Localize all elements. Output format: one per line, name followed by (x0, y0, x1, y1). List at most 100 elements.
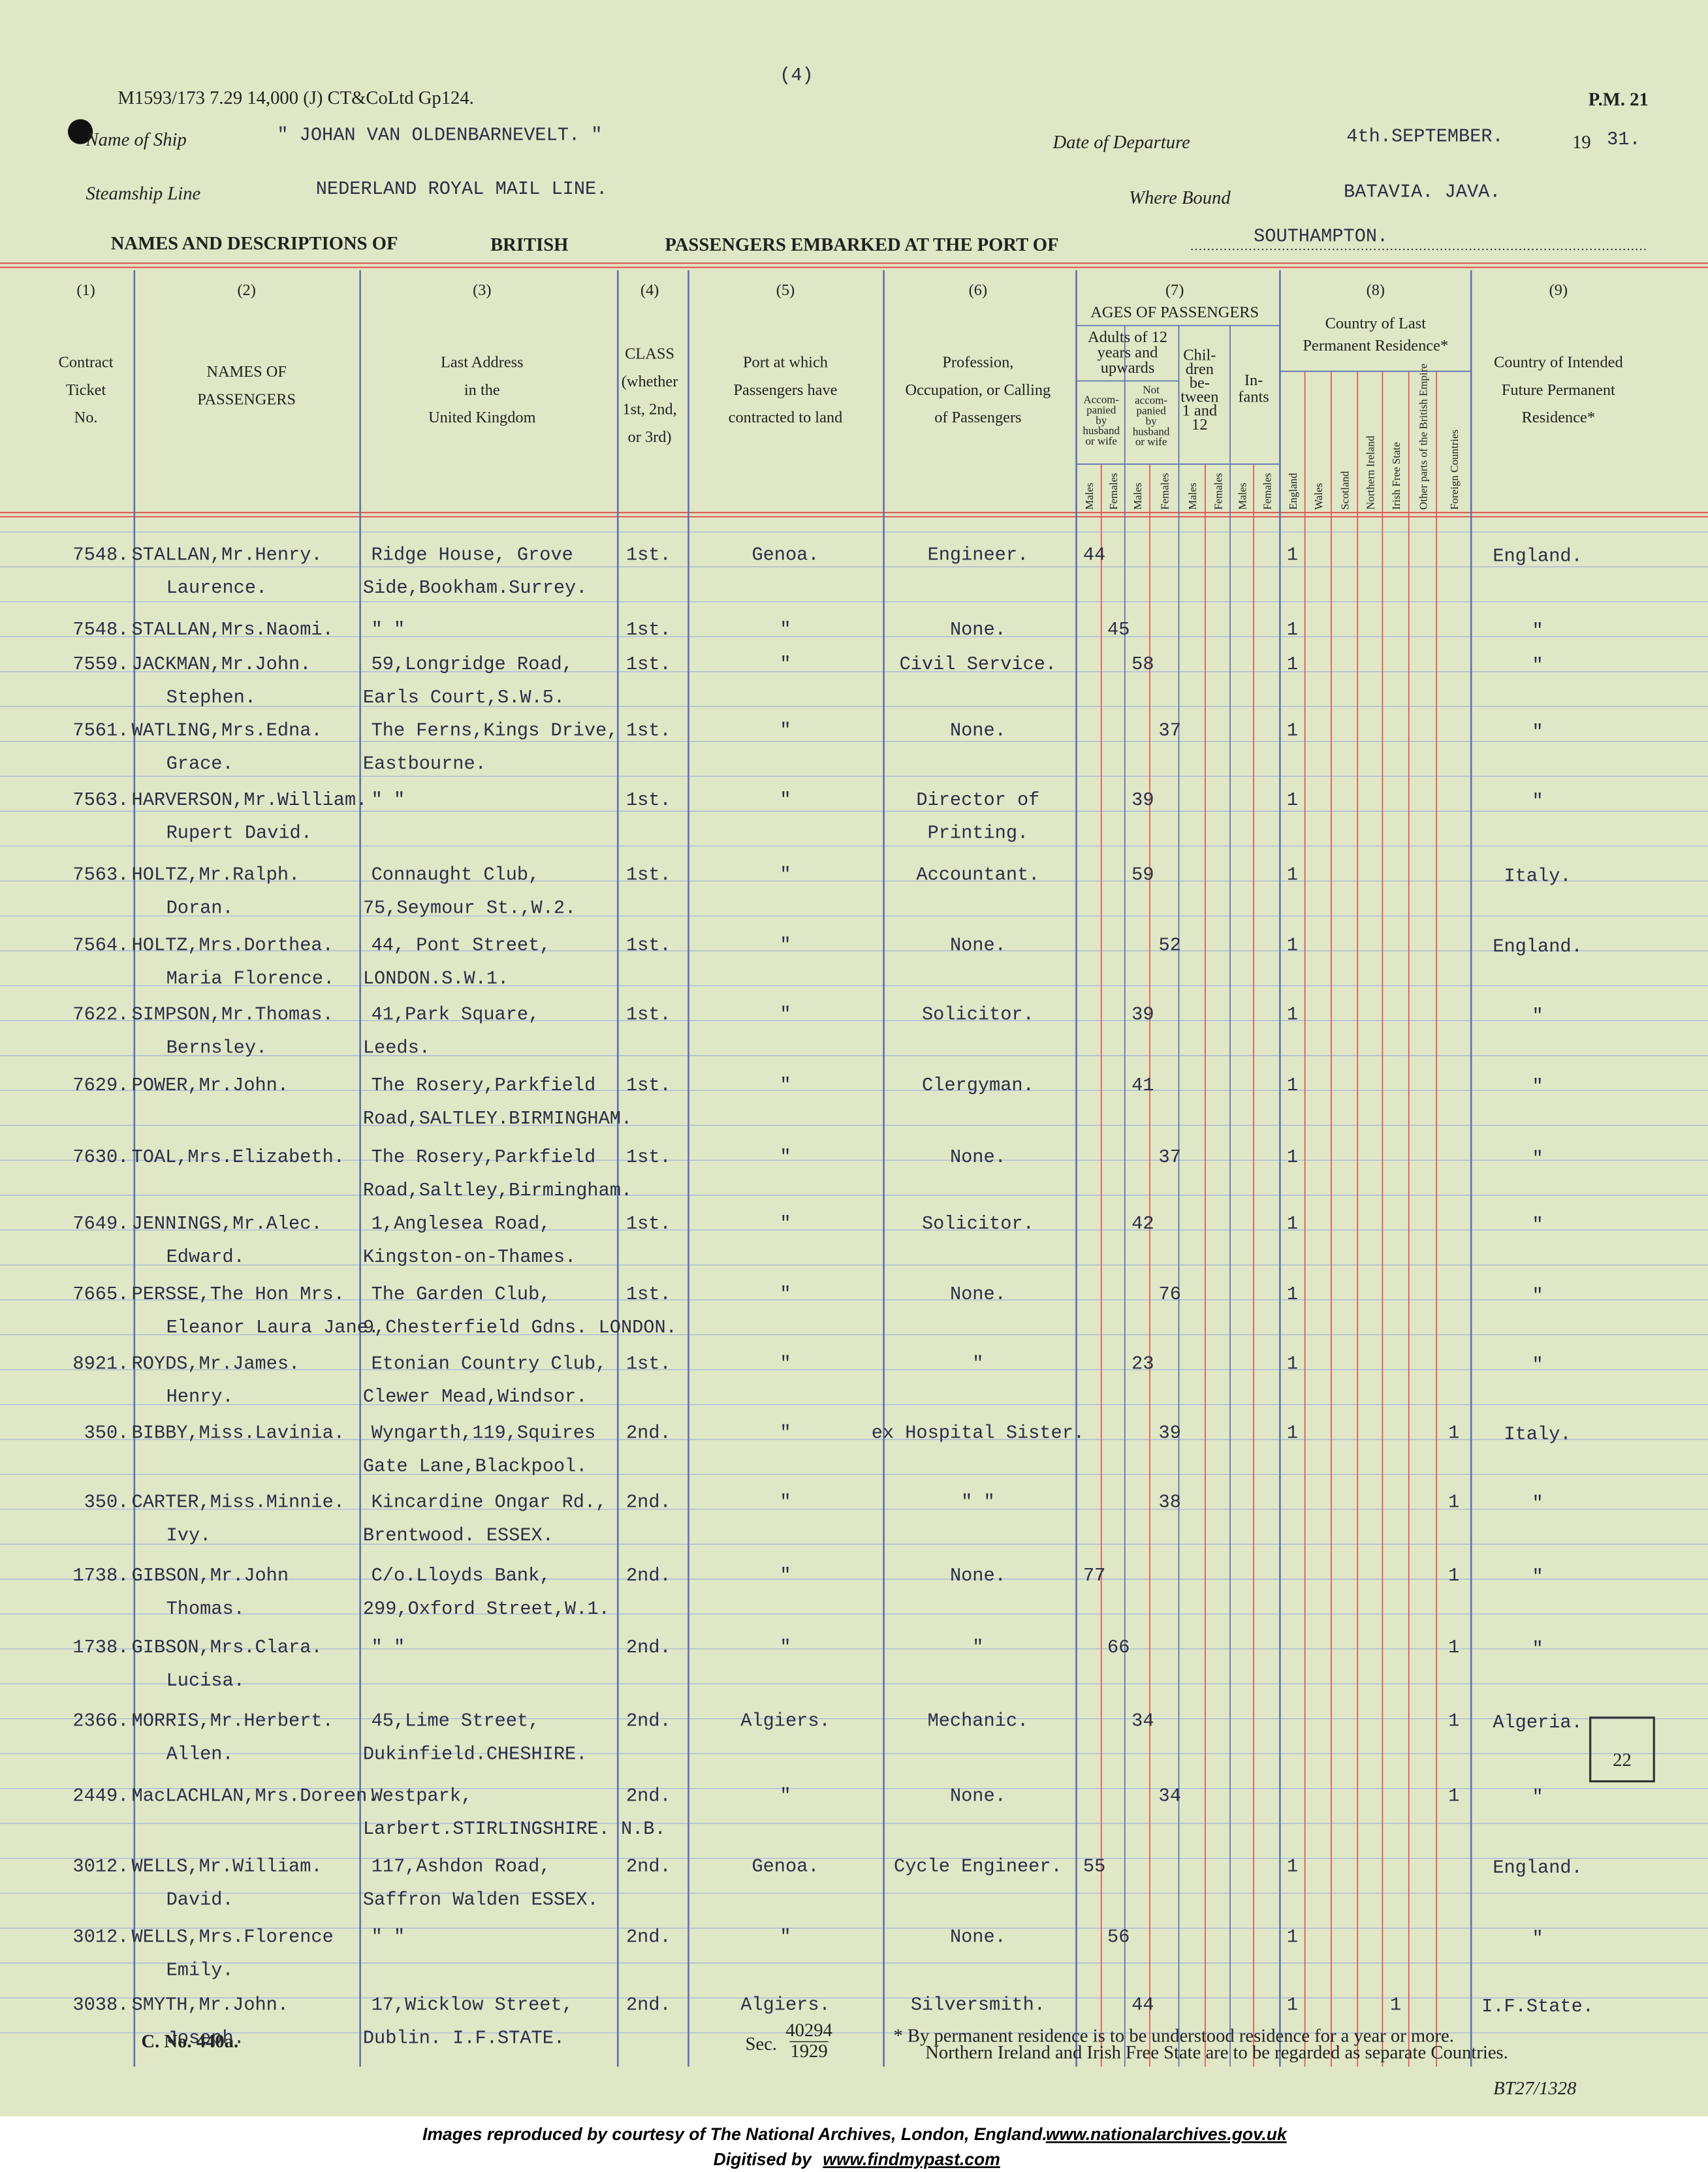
passenger-name: David. (166, 1889, 234, 1910)
column-number: (9) (1549, 281, 1568, 299)
profession: ex Hospital Sister. (872, 1422, 1084, 1443)
address: 41,Park Square, (372, 1004, 540, 1026)
address: 17,Wicklow Street, (372, 1994, 573, 2016)
ticket: 7548. (72, 544, 129, 565)
residence-mark: 1 (1287, 1283, 1298, 1305)
residence-mark: 1 (1287, 1213, 1298, 1235)
column-number: (5) (776, 281, 795, 299)
age: 58 (1131, 653, 1154, 675)
sex-label: Females (1212, 473, 1224, 510)
class: 1st. (626, 1353, 671, 1374)
ruling (0, 262, 1708, 2067)
port: " (780, 864, 791, 885)
adult-subgroup-label: husband (1083, 424, 1120, 437)
ticket: 2449. (72, 1785, 129, 1806)
paper (0, 0, 1708, 2117)
residence-mark: 1 (1448, 1785, 1459, 1806)
sex-label: Females (1107, 473, 1120, 510)
adult-subgroup-label: husband (1133, 425, 1170, 437)
address: 59,Longridge Road, (372, 653, 573, 675)
class: 2nd. (626, 1994, 671, 2016)
column-label: No. (74, 409, 98, 426)
courtesy-link[interactable]: www.nationalarchives.gov.uk (1046, 2124, 1288, 2144)
passenger-row: 350. BIBBY,Miss.Lavinia. Wyngarth,119,Squi… (84, 1422, 1572, 1477)
residence-mark: 1 (1287, 864, 1298, 885)
port: " (780, 1075, 791, 1096)
column-label: CLASS (625, 345, 674, 363)
age: 52 (1159, 935, 1181, 956)
profession: None. (950, 619, 1006, 640)
table: (1) Contract Ticket No. (2) NAMES OF PASSENGER… (59, 281, 1623, 2049)
address: Saffron Walden ESSEX. (363, 1889, 599, 1910)
ticket: 7563. (72, 789, 129, 811)
age-group-label: fants (1238, 388, 1269, 405)
age-group-label: In- (1244, 371, 1263, 389)
future-residence: " (1532, 655, 1543, 676)
class: 2nd. (626, 1710, 671, 1732)
passenger-name: GIBSON,Mrs.Clara. (132, 1637, 323, 1658)
column-number: (8) (1367, 281, 1385, 299)
address: Kincardine Ongar Rd., (372, 1491, 607, 1513)
age-group-label: Adults of 12 (1088, 328, 1167, 346)
passenger-name: MacLACHLAN,Mrs.Doreen. (132, 1785, 379, 1806)
column-number: (7) (1165, 281, 1184, 299)
residence-mark: 1 (1287, 1927, 1298, 1948)
passenger-name: Joseph. (166, 2028, 245, 2049)
future-residence: " (1532, 1214, 1543, 1236)
column-number: (6) (969, 281, 987, 299)
passenger-name: Bernsley. (166, 1037, 268, 1059)
age-group-label: Chil- (1183, 347, 1216, 364)
ticket: 7622. (72, 1004, 129, 1026)
address: Clewer Mead,Windsor. (363, 1386, 588, 1408)
profession: " (972, 1353, 983, 1374)
profession: Clergyman. (922, 1075, 1034, 1096)
address: LONDON.S.W.1. (363, 968, 509, 989)
country-label: Irish Free State (1390, 442, 1402, 510)
passenger-name: Maria Florence. (166, 968, 335, 989)
courtesy: Images reproduced by courtesy of The Nat… (422, 2124, 1047, 2144)
passenger-row: 3038. SMYTH,Mr.John. Joseph. 17,Wicklow Str… (72, 1994, 1594, 2049)
address: Road,SALTLEY.BIRMINGHAM. (363, 1108, 632, 1129)
departure-label: Date of Departure (1052, 132, 1190, 153)
profession: " (972, 1637, 983, 1658)
address: Dukinfield.CHESHIRE. (363, 1744, 588, 1765)
column-label: Passengers have (733, 381, 837, 399)
future-residence: " (1532, 1928, 1543, 1949)
residence-mark: 1 (1390, 1994, 1401, 2016)
class: 1st. (626, 935, 671, 956)
sex-label: Females (1261, 473, 1274, 510)
column-label: Last Address (441, 353, 524, 371)
digitised-link[interactable]: www.findmypast.com (823, 2149, 1000, 2169)
column-label: or 3rd) (628, 428, 672, 446)
column-number: (1) (76, 281, 95, 299)
port: " (780, 619, 791, 640)
class: 1st. (626, 789, 671, 811)
passenger-name: WATLING,Mrs.Edna. (132, 720, 323, 742)
column-label: Profession, (942, 353, 1013, 371)
age: 23 (1131, 1353, 1154, 1374)
sex-label: Males (1083, 482, 1096, 509)
punch-hole (67, 119, 93, 144)
passenger-row: 8921. ROYDS,Mr.James. Henry. Etonian Countr… (72, 1353, 1543, 1408)
residence-mark: 1 (1287, 619, 1298, 640)
ticket: 7548. (72, 619, 129, 640)
port: " (780, 1785, 791, 1806)
passenger-name: Doran. (166, 897, 234, 919)
address: Dublin. I.F.STATE. (363, 2028, 565, 2049)
future-residence: " (1532, 1786, 1543, 1808)
profession: Mechanic. (928, 1710, 1029, 1732)
column-label: PASSENGERS (197, 391, 296, 409)
residence-mark: 1 (1287, 1855, 1298, 1877)
sex-label: Females (1159, 473, 1171, 510)
residence-mark: 1 (1287, 1422, 1298, 1443)
passenger-name: Stephen. (166, 687, 256, 708)
port: " (780, 789, 791, 811)
address: Ridge House, Grove (372, 544, 573, 565)
country-label: Foreign Countries (1448, 430, 1461, 510)
future-residence: I.F.State. (1481, 1996, 1594, 2017)
residence-mark: 1 (1287, 1146, 1298, 1168)
passenger-name: Emily. (166, 1960, 234, 1981)
column-label: Future Permanent (1502, 381, 1615, 399)
passenger-name: STALLAN,Mr.Henry. (132, 544, 323, 565)
port: " (780, 1491, 791, 1513)
